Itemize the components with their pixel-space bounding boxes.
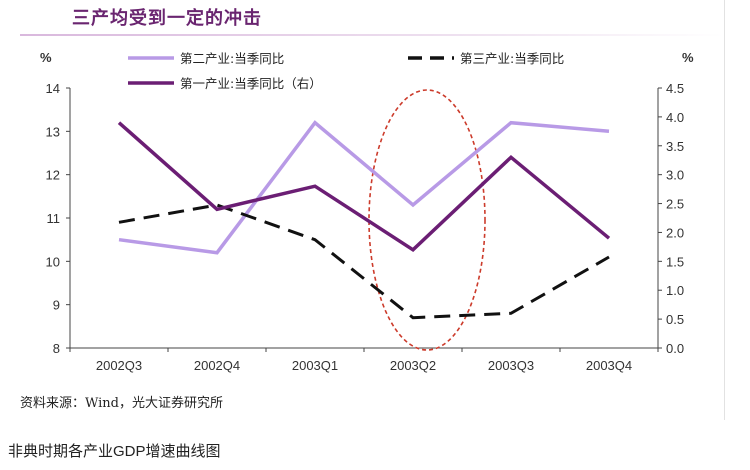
legend-label-3: 第一产业:当季同比（右）	[180, 76, 322, 91]
left-tick-label: 11	[47, 211, 61, 226]
legend-label-1: 第二产业:当季同比	[180, 51, 284, 66]
chart-card: 三产均受到一定的冲击 %% 8 9 10 11 12 13 14 0.0 0.5 1.0 1.5 2.0…	[8, 0, 725, 420]
line-chart: % % 8 9 10 11 12 13 14 0.0 0.5 1.0 1.5 2.0 2.5 3.0 3.5 4.…	[40, 50, 694, 373]
series-line-1	[118, 120, 610, 255]
left-tick-label: 10	[46, 254, 60, 269]
source-note: 资料来源：Wind，光大证券研究所	[20, 396, 223, 411]
left-tick-label: 13	[46, 124, 60, 139]
left-tick-label: 14	[46, 81, 60, 96]
x-tick-label: 2003Q4	[586, 358, 632, 373]
legend-label-2: 第三产业:当季同比	[460, 51, 564, 66]
series-line-3	[117, 121, 611, 253]
x-tick-label: 2003Q1	[292, 358, 338, 373]
left-axis-unit: %	[40, 50, 52, 65]
right-tick-label: 2.5	[666, 197, 684, 212]
series-line-2	[118, 203, 610, 320]
figure-caption: 非典时期各产业GDP增速曲线图	[8, 443, 221, 460]
chart-title: 三产均受到一定的冲击	[72, 8, 262, 29]
right-tick-label: 1.0	[666, 283, 684, 298]
right-tick-label: 1.5	[666, 254, 684, 269]
right-tick-label: 0.0	[666, 341, 684, 356]
left-tick-label: 8	[53, 341, 60, 356]
axes: % % 8 9 10 11 12 13 14 0.0 0.5 1.0 1.5 2.0 2.5 3.0 3.5 4.…	[40, 50, 694, 373]
right-tick-label: 0.5	[666, 312, 684, 327]
x-tick-label: 2002Q4	[194, 358, 240, 373]
x-tick-label: 2003Q3	[488, 358, 534, 373]
x-tick-label: 2002Q3	[96, 358, 142, 373]
title-underline	[20, 34, 724, 36]
right-tick-label: 3.0	[666, 168, 684, 183]
highlight-ellipse	[368, 89, 486, 351]
right-tick-label: 4.5	[666, 81, 684, 96]
right-tick-label: 3.5	[666, 139, 684, 154]
series-layer	[117, 120, 611, 320]
left-tick-label: 12	[46, 168, 60, 183]
right-tick-label: 4.0	[666, 110, 684, 125]
left-tick-label: 9	[53, 298, 60, 313]
right-tick-label: 2.0	[666, 225, 684, 240]
highlight-layer	[368, 89, 486, 351]
right-axis-unit: %	[682, 50, 694, 65]
x-tick-label: 2003Q2	[390, 358, 436, 373]
